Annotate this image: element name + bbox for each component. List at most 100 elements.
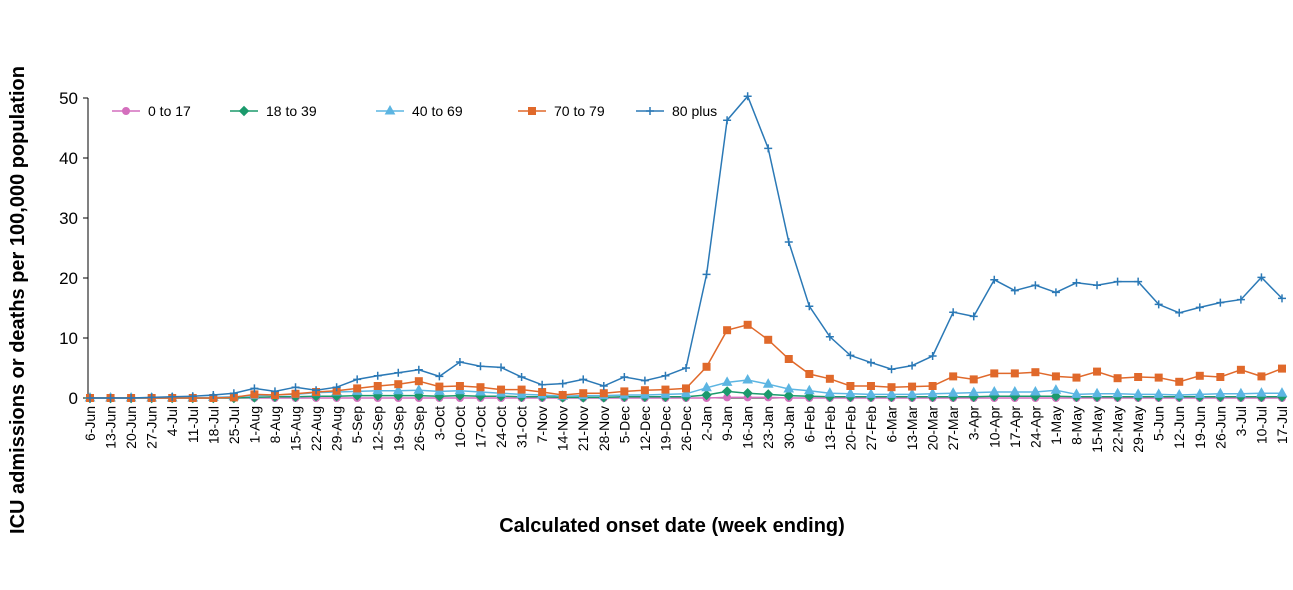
marker bbox=[784, 355, 793, 363]
x-tick-label: 5-Sep bbox=[349, 406, 365, 444]
x-tick-label: 6-Mar bbox=[884, 406, 900, 443]
marker bbox=[1071, 388, 1082, 398]
marker bbox=[1113, 374, 1122, 383]
marker bbox=[887, 365, 896, 374]
x-tick-label: 30-Jan bbox=[781, 406, 797, 449]
marker bbox=[908, 382, 917, 391]
marker bbox=[1257, 273, 1266, 282]
marker bbox=[661, 385, 670, 394]
marker bbox=[1030, 385, 1041, 396]
x-tick-label: 3-Oct bbox=[431, 406, 447, 440]
marker bbox=[497, 385, 506, 394]
x-tick-label: 28-Nov bbox=[596, 406, 612, 451]
marker bbox=[1051, 372, 1060, 381]
x-tick-label: 3-Jul bbox=[1233, 406, 1249, 436]
marker bbox=[1010, 286, 1019, 295]
marker bbox=[1195, 371, 1204, 380]
marker bbox=[1276, 387, 1288, 397]
marker bbox=[1031, 281, 1040, 290]
marker bbox=[599, 389, 608, 398]
marker bbox=[209, 391, 218, 399]
marker bbox=[455, 382, 464, 390]
marker bbox=[702, 362, 711, 371]
marker bbox=[373, 382, 382, 390]
marker bbox=[599, 382, 608, 390]
marker bbox=[701, 389, 712, 401]
x-tick-label: 20-Jun bbox=[123, 406, 139, 449]
marker bbox=[168, 392, 177, 401]
marker bbox=[291, 389, 300, 398]
marker bbox=[579, 375, 588, 384]
marker bbox=[928, 382, 937, 390]
x-tick-label: 1-Aug bbox=[246, 406, 262, 443]
marker bbox=[353, 375, 362, 384]
x-tick-label: 5-Dec bbox=[616, 406, 632, 443]
marker bbox=[968, 386, 980, 397]
marker bbox=[764, 335, 773, 344]
marker bbox=[1216, 298, 1225, 307]
x-tick-label: 10-Oct bbox=[452, 406, 468, 448]
legend-label: 18 to 39 bbox=[266, 103, 317, 119]
x-tick-label: 13-Mar bbox=[904, 406, 920, 451]
x-tick-label: 24-Apr bbox=[1027, 406, 1043, 448]
marker bbox=[1153, 388, 1165, 398]
marker bbox=[238, 105, 250, 117]
marker bbox=[392, 384, 404, 395]
marker bbox=[1051, 288, 1060, 297]
marker bbox=[1236, 295, 1245, 304]
x-tick-label: 14-Nov bbox=[555, 406, 571, 451]
marker bbox=[1010, 369, 1019, 378]
marker bbox=[640, 386, 649, 395]
x-tick-label: 20-Feb bbox=[842, 406, 858, 451]
x-tick-label: 19-Dec bbox=[657, 406, 673, 451]
legend-label: 70 to 79 bbox=[554, 103, 605, 119]
marker bbox=[865, 388, 877, 398]
marker bbox=[969, 312, 978, 321]
y-tick-label: 20 bbox=[59, 269, 78, 288]
series-line bbox=[90, 94, 1283, 399]
marker bbox=[1278, 294, 1286, 303]
x-tick-label: 6-Jun bbox=[82, 406, 98, 441]
marker bbox=[1031, 368, 1040, 377]
marker bbox=[949, 372, 958, 381]
x-tick-label: 26-Dec bbox=[678, 406, 694, 451]
marker bbox=[476, 362, 485, 371]
x-tick-label: 15-May bbox=[1089, 406, 1105, 453]
marker bbox=[721, 386, 733, 397]
marker bbox=[682, 364, 690, 372]
marker bbox=[147, 393, 156, 402]
x-axis-title: Calculated onset date (week ending) bbox=[499, 515, 845, 537]
marker bbox=[825, 332, 834, 341]
marker bbox=[682, 384, 690, 393]
x-tick-label: 13-Jun bbox=[103, 406, 119, 449]
x-tick-label: 12-Jun bbox=[1171, 406, 1187, 449]
y-tick-label: 50 bbox=[59, 89, 78, 108]
marker bbox=[353, 384, 362, 393]
marker bbox=[783, 390, 794, 401]
marker bbox=[414, 365, 423, 374]
x-tick-label: 26-Jun bbox=[1212, 406, 1228, 449]
marker bbox=[538, 388, 547, 396]
x-tick-label: 29-Aug bbox=[329, 406, 345, 451]
x-tick-label: 26-Sep bbox=[411, 406, 427, 451]
marker bbox=[1009, 385, 1021, 396]
marker bbox=[661, 371, 670, 380]
marker bbox=[824, 387, 836, 397]
marker bbox=[1132, 388, 1144, 398]
marker bbox=[332, 383, 341, 392]
marker bbox=[721, 376, 733, 386]
marker bbox=[846, 351, 855, 360]
marker bbox=[969, 375, 978, 384]
marker bbox=[528, 107, 536, 115]
marker bbox=[188, 392, 197, 401]
marker bbox=[866, 382, 875, 390]
x-tick-label: 12-Dec bbox=[637, 406, 653, 451]
marker bbox=[784, 238, 793, 246]
y-tick-label: 10 bbox=[59, 329, 78, 348]
marker bbox=[373, 371, 382, 380]
marker bbox=[743, 320, 752, 329]
legend-label: 40 to 69 bbox=[412, 103, 463, 119]
x-tick-label: 2-Jan bbox=[699, 406, 715, 441]
legend-label: 80 plus bbox=[672, 103, 717, 119]
